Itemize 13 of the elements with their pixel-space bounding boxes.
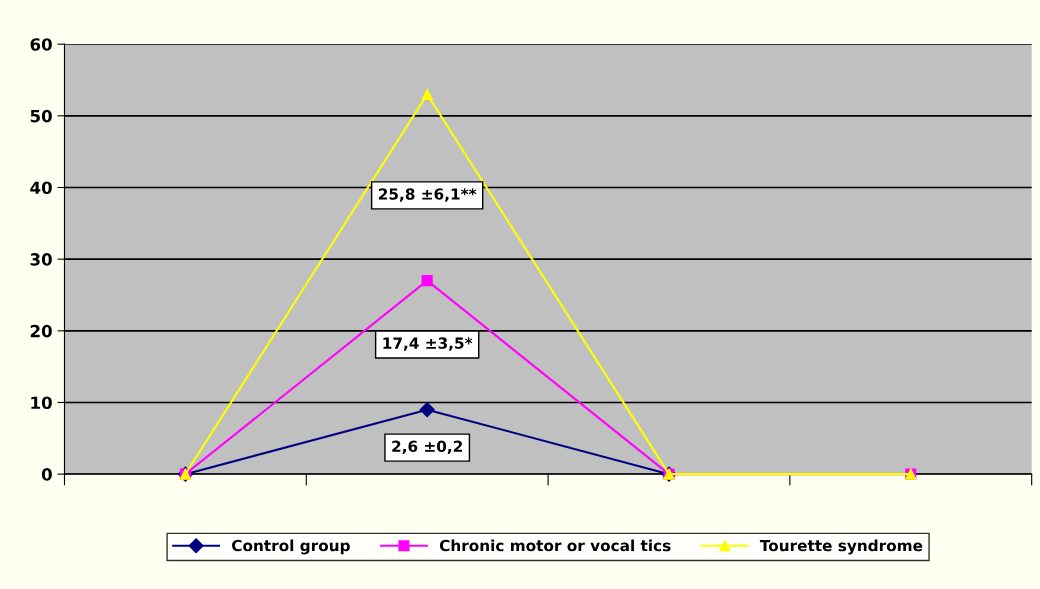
y-tick-label: 30 xyxy=(30,253,52,266)
annotation: 17,4 ±3,5* xyxy=(383,337,473,351)
y-tick-label: 0 xyxy=(41,468,52,481)
y-tick-label: 60 xyxy=(30,38,52,51)
legend-label: Chronic motor or vocal tics xyxy=(439,539,671,552)
y-tick-label: 10 xyxy=(31,396,52,410)
annotation: 25,8 ±6,1** xyxy=(378,188,477,202)
y-tick-label: 40 xyxy=(30,181,52,195)
legend-label: Control group xyxy=(232,539,350,555)
y-tick-label: 50 xyxy=(30,109,52,123)
y-tick-label: 20 xyxy=(30,324,52,338)
annotation: 2,6 ±0,2 xyxy=(392,440,462,455)
legend-label: Tourette syndrome xyxy=(759,539,923,555)
